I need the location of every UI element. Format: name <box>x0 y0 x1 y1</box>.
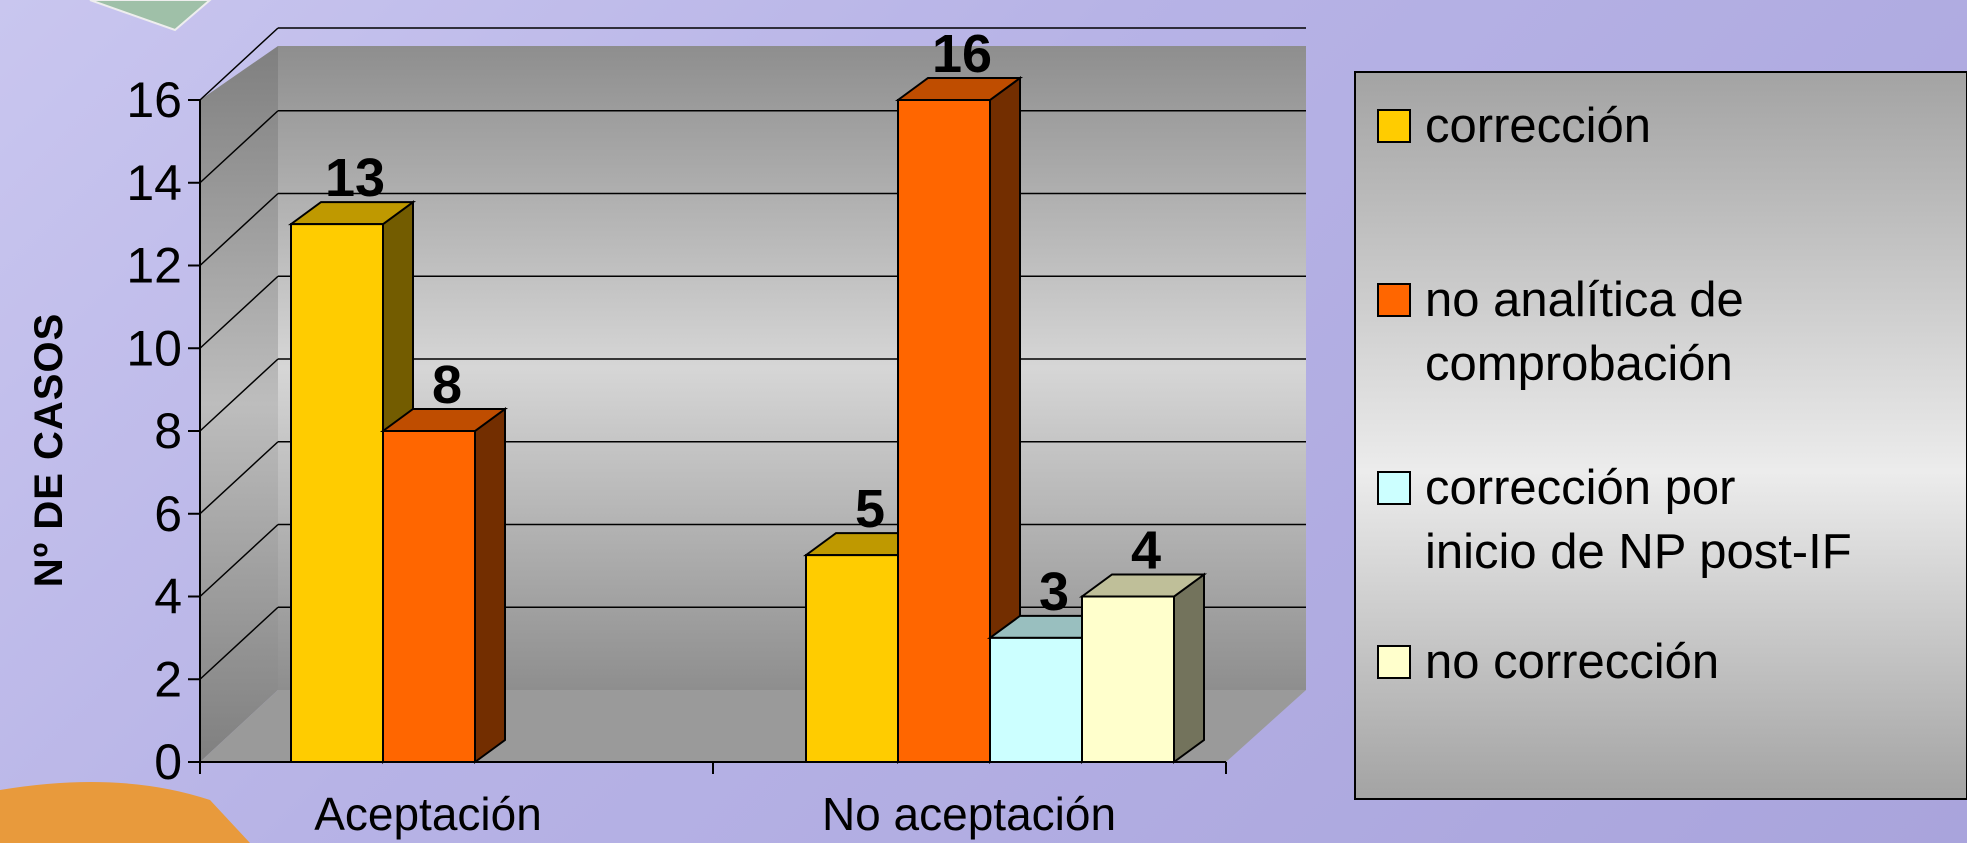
data-label: 3 <box>1039 562 1069 622</box>
category-label: Aceptación <box>314 788 542 840</box>
bar <box>379 407 509 764</box>
bar-front <box>897 99 991 763</box>
legend-swatch <box>1377 645 1411 679</box>
legend-swatch <box>1377 471 1411 505</box>
y-tick-label: 16 <box>126 72 182 128</box>
gridline-side <box>199 523 279 598</box>
category-label: No aceptación <box>822 788 1116 840</box>
legend-entry: corrección por inicio de NP post-IF <box>1377 461 1852 579</box>
legend-label: corrección por <box>1425 461 1735 515</box>
legend-label: inicio de NP post-IF <box>1425 525 1852 579</box>
legend-swatch <box>1377 283 1411 317</box>
y-axis-label: Nº DE CASOS <box>27 313 71 588</box>
gridline-side <box>199 27 279 101</box>
legend-label: no analítica de <box>1425 273 1744 327</box>
gridline-side <box>199 441 279 515</box>
data-label: 4 <box>1131 521 1161 581</box>
y-tick-label: 6 <box>154 486 182 542</box>
bar-side <box>474 407 506 764</box>
bar <box>1078 572 1208 764</box>
gridline-side <box>199 192 279 267</box>
legend-label: comprobación <box>1425 337 1733 391</box>
decorative-corner-shape <box>89 0 212 32</box>
data-label: 5 <box>855 479 885 539</box>
y-tick-label: 10 <box>126 320 182 376</box>
legend: corrección no analítica de comprobación cor… <box>1354 71 1967 800</box>
bar-front <box>805 554 899 763</box>
legend-entry: no analítica de comprobación <box>1377 273 1744 391</box>
y-tick-label: 2 <box>154 651 182 707</box>
y-tick-label: 4 <box>154 569 182 625</box>
data-label: 8 <box>432 355 462 415</box>
legend-label: corrección <box>1425 99 1651 153</box>
legend-entry: corrección <box>1377 99 1651 153</box>
gridline-side <box>199 358 279 432</box>
bar <box>894 76 1024 764</box>
data-label: 13 <box>325 148 385 208</box>
y-tick-label: 12 <box>126 238 182 294</box>
bar-front <box>290 223 384 763</box>
decorative-orange-shape <box>0 782 250 843</box>
data-label: 16 <box>932 24 992 84</box>
bar-front <box>1081 595 1175 763</box>
gridline-side <box>199 275 279 349</box>
bar-front <box>989 636 1083 763</box>
legend-entry: no corrección <box>1377 635 1719 689</box>
y-tick-label: 0 <box>154 734 182 790</box>
plot-side-wall <box>200 46 278 762</box>
y-tick-label: 14 <box>126 155 182 211</box>
y-tick-label: 8 <box>154 403 182 459</box>
gridline-side <box>199 606 279 680</box>
gridline-side <box>199 110 279 184</box>
bar-side <box>1173 572 1205 764</box>
legend-box <box>1354 71 1967 800</box>
legend-swatch <box>1377 109 1411 143</box>
bar-front <box>382 430 476 763</box>
legend-label: no corrección <box>1425 635 1719 689</box>
